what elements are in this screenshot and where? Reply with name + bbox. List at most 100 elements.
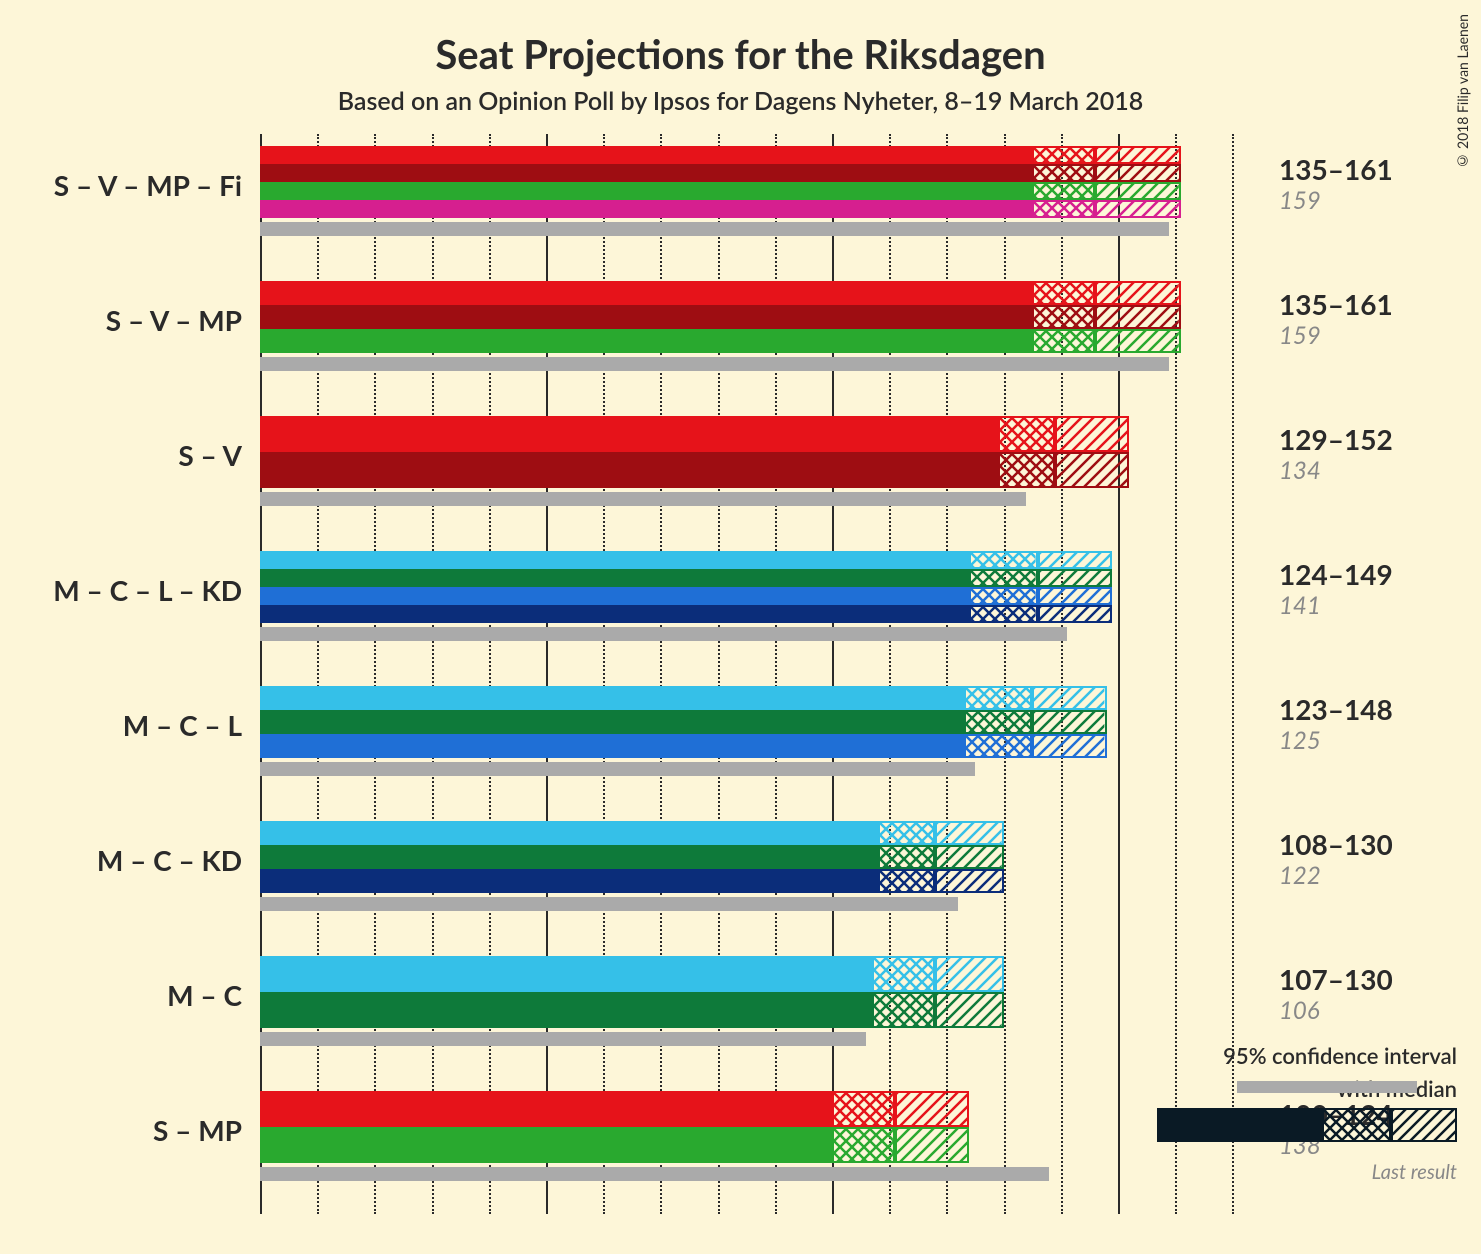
value-range: 135–161 [1261,152,1393,186]
party-v-ci-upper [1055,452,1129,488]
value-range: 129–152 [1261,422,1393,456]
party-s-ci-upper [1095,146,1181,164]
legend-bar [1157,1108,1457,1142]
party-v-ci-lower [1032,164,1095,182]
last-result-bar [260,357,1169,371]
party-m-bar [260,551,969,569]
coalition-row: S – V129–152134 [260,404,1261,539]
coalition-row: M – C107–130106 [260,944,1261,1079]
coalition-label: M – C [167,978,260,1012]
party-m-ci-upper [935,821,1004,845]
coalition-row: M – C – KD108–130122 [260,809,1261,944]
party-mp-bar [260,329,1032,353]
party-s-bar [260,146,1032,164]
last-result-bar [260,1032,866,1046]
party-s-bar [260,416,998,452]
party-mp-ci-lower [1032,329,1095,353]
value-last: 122 [1261,861,1321,890]
value-last: 125 [1261,726,1321,755]
party-m-ci-lower [872,956,935,992]
party-s-ci-upper [895,1091,969,1127]
party-c-ci-lower [872,992,935,1028]
coalition-label: M – C – L – KD [53,573,260,607]
party-kd-ci-upper [935,869,1004,893]
party-kd-bar [260,605,969,623]
party-l-ci-lower [969,587,1038,605]
value-last: 134 [1261,456,1321,485]
party-mp-ci-lower [1032,182,1095,200]
coalition-row: S – MP100–124138 [260,1079,1261,1214]
last-result-bar [260,222,1169,236]
party-m-bar [260,956,872,992]
party-fi-ci-lower [1032,200,1095,218]
party-c-bar [260,710,964,734]
party-l-ci-upper [1038,587,1112,605]
value-range: 108–130 [1261,827,1393,861]
last-result-bar [260,492,1026,506]
value-last: 159 [1261,186,1321,215]
coalition-label: M – C – L [123,708,260,742]
chart-area: S – V – MP – Fi135–161159S – V – MP135–1… [260,134,1261,1214]
last-result-bar [260,897,958,911]
party-s-ci-lower [1032,146,1095,164]
party-mp-bar [260,1127,832,1163]
party-v-ci-lower [998,452,1055,488]
last-result-bar [260,627,1067,641]
legend-diag [1391,1108,1457,1142]
party-s-ci-upper [1055,416,1129,452]
coalition-row: M – C – L123–148125 [260,674,1261,809]
party-c-bar [260,569,969,587]
party-kd-ci-lower [969,605,1038,623]
party-mp-ci-upper [1095,329,1181,353]
copyright-text: © 2018 Filip van Laenen [1454,14,1471,170]
party-l-ci-upper [1032,734,1106,758]
legend: 95% confidence interval with median Last… [1157,1043,1457,1184]
party-c-ci-upper [1038,569,1112,587]
value-range: 107–130 [1261,962,1393,996]
party-v-ci-lower [1032,305,1095,329]
party-l-ci-lower [964,734,1033,758]
value-last: 141 [1261,591,1321,620]
party-mp-ci-upper [895,1127,969,1163]
party-s-ci-lower [832,1091,895,1127]
party-c-bar [260,992,872,1028]
party-c-bar [260,845,878,869]
coalition-row: S – V – MP – Fi135–161159 [260,134,1261,269]
party-m-ci-upper [935,956,1004,992]
coalition-label: S – MP [153,1113,260,1147]
party-s-ci-lower [1032,281,1095,305]
party-fi-ci-upper [1095,200,1181,218]
party-c-ci-upper [935,845,1004,869]
party-kd-ci-lower [878,869,935,893]
party-c-ci-lower [964,710,1033,734]
coalition-label: S – V – MP [106,303,260,337]
legend-shadow [1237,1081,1417,1093]
party-v-bar [260,452,998,488]
party-fi-bar [260,200,1032,218]
coalition-label: M – C – KD [97,843,260,877]
party-c-ci-upper [935,992,1004,1028]
coalition-row: S – V – MP135–161159 [260,269,1261,404]
party-c-ci-upper [1032,710,1106,734]
party-v-ci-upper [1095,164,1181,182]
party-mp-ci-lower [832,1127,895,1163]
party-m-ci-upper [1032,686,1106,710]
party-mp-ci-upper [1095,182,1181,200]
legend-solid [1157,1108,1322,1142]
legend-line1: 95% confidence interval [1157,1043,1457,1069]
party-v-bar [260,164,1032,182]
party-s-ci-upper [1095,281,1181,305]
coalition-label: S – V [178,438,260,472]
legend-last-label: Last result [1157,1160,1457,1184]
value-range: 123–148 [1261,692,1393,726]
party-kd-ci-upper [1038,605,1112,623]
party-v-bar [260,305,1032,329]
legend-cross [1322,1108,1391,1142]
value-range: 135–161 [1261,287,1393,321]
party-s-ci-lower [998,416,1055,452]
coalition-label: S – V – MP – Fi [54,168,260,202]
party-mp-bar [260,182,1032,200]
party-c-ci-lower [969,569,1038,587]
party-m-ci-lower [878,821,935,845]
chart-title: Seat Projections for the Riksdagen [0,0,1481,78]
